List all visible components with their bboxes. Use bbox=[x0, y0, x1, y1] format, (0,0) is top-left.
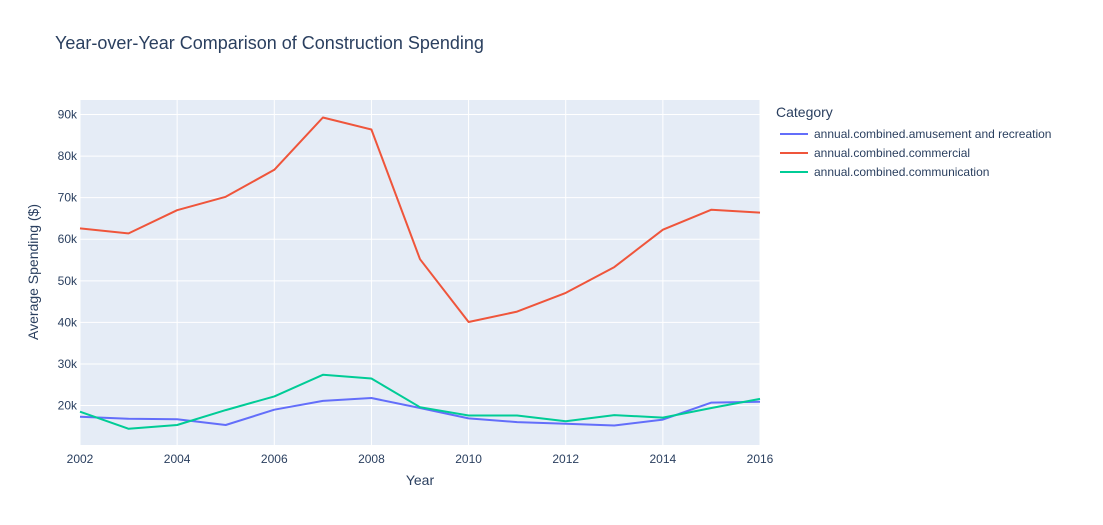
legend-swatch-amusement-and-recreation bbox=[780, 132, 808, 135]
legend-item-commercial[interactable]: annual.combined.commercial bbox=[776, 143, 1051, 162]
legend-label: annual.combined.communication bbox=[814, 164, 990, 179]
y-tick-label: 70k bbox=[58, 191, 78, 205]
legend-item-amusement-and-recreation[interactable]: annual.combined.amusement and recreation bbox=[776, 124, 1051, 143]
y-tick-label: 40k bbox=[58, 315, 78, 329]
x-tick-label: 2014 bbox=[650, 452, 677, 466]
x-tick-label: 2010 bbox=[455, 452, 482, 466]
y-tick-label: 90k bbox=[58, 108, 78, 122]
plot-background bbox=[80, 100, 760, 445]
legend-item-communication[interactable]: annual.combined.communication bbox=[776, 162, 1051, 181]
y-axis-title: Average Spending ($) bbox=[25, 204, 41, 340]
y-axis-ticks: 20k 30k 40k 50k 60k 70k 80k 90k bbox=[58, 108, 78, 413]
x-axis-title: Year bbox=[406, 472, 435, 488]
y-tick-label: 60k bbox=[58, 232, 78, 246]
series-line-communication bbox=[79, 373, 761, 430]
series-lines bbox=[79, 116, 761, 430]
x-tick-label: 2012 bbox=[552, 452, 579, 466]
legend-label: annual.combined.amusement and recreation bbox=[814, 126, 1052, 141]
x-tick-label: 2016 bbox=[747, 452, 774, 466]
y-tick-label: 50k bbox=[58, 274, 78, 288]
x-tick-label: 2006 bbox=[261, 452, 288, 466]
legend-swatch-commercial bbox=[780, 151, 808, 154]
series-line-commercial bbox=[79, 116, 761, 323]
y-tick-label: 20k bbox=[58, 399, 78, 413]
x-tick-label: 2002 bbox=[67, 452, 94, 466]
y-tick-label: 80k bbox=[58, 149, 78, 163]
chart-title: Year-over-Year Comparison of Constructio… bbox=[55, 33, 484, 53]
x-axis-ticks: 2002 2004 2006 2008 2010 2012 2014 2016 bbox=[67, 452, 774, 466]
grid-lines bbox=[79, 100, 761, 445]
legend-title: Category bbox=[776, 104, 833, 120]
x-tick-label: 2008 bbox=[358, 452, 385, 466]
x-tick-label: 2004 bbox=[164, 452, 191, 466]
legend-label: annual.combined.commercial bbox=[814, 145, 971, 160]
legend: Category annual.combined.amusement and r… bbox=[776, 104, 1051, 181]
y-tick-label: 30k bbox=[58, 357, 78, 371]
legend-swatch-communication bbox=[780, 170, 808, 173]
